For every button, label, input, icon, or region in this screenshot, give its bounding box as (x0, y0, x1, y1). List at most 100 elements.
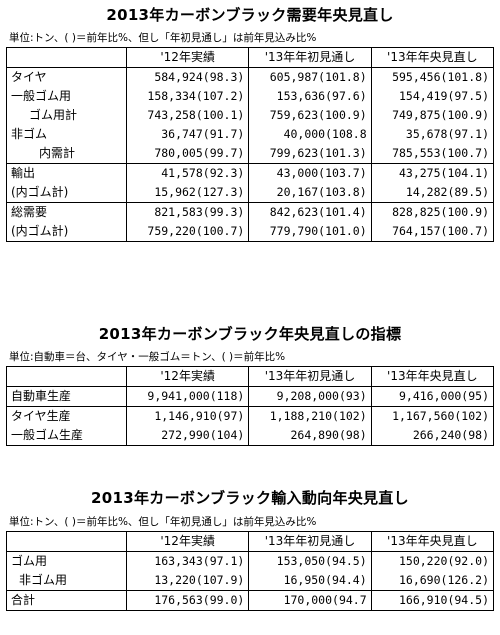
row-label: タイヤ (6, 67, 127, 87)
value-cell: 1,188,210(102) (248, 406, 372, 426)
section2-title: 2013年カーボンブラック年央見直しの指標 (98, 325, 402, 343)
table-row: 非ゴム用 13,220(107.9) 16,950(94.4) 16,690(126.… (6, 571, 495, 591)
value-cell: 9,208,000(93) (248, 386, 372, 407)
value-cell: 14,282(89.5) (370, 183, 495, 203)
header-cell (6, 531, 127, 552)
value-cell: 821,583(99.3) (125, 202, 250, 222)
value-cell: 176,563(99.0) (125, 590, 250, 611)
value-cell: 170,000(94.7 (248, 590, 372, 611)
value-cell: 35,678(97.1) (370, 125, 495, 144)
table-row: 自動車生産 9,941,000(118) 9,208,000(93) 9,416,00… (6, 386, 495, 407)
row-label: (内ゴム計) (6, 222, 127, 242)
value-cell: 154,419(97.5) (370, 87, 495, 106)
value-cell: 16,690(126.2) (370, 571, 495, 591)
row-label: 輸出 (6, 163, 127, 183)
value-cell: 43,275(104.1) (370, 163, 495, 183)
header-cell (6, 366, 127, 387)
value-cell: 153,636(97.6) (248, 87, 372, 106)
value-cell: 266,240(98) (370, 426, 495, 446)
value-cell: 9,941,000(118) (125, 386, 250, 407)
row-label: 自動車生産 (6, 386, 127, 407)
demand-table-body: タイヤ 584,924(98.3) 605,987(101.8) 595,456(10… (6, 67, 495, 242)
import-table: '12年実績 '13年年初見通し '13年年央見直し ゴム用 163,343(97… (6, 531, 495, 611)
value-cell: 264,890(98) (248, 426, 372, 446)
row-label: (内ゴム計) (6, 183, 127, 203)
value-cell: 41,578(92.3) (125, 163, 250, 183)
value-cell: 785,553(100.7) (370, 144, 495, 164)
value-cell: 764,157(100.7) (370, 222, 495, 242)
section1-title: 2013年カーボンブラック需要年央見直し (106, 6, 394, 24)
header-cell: '13年年央見直し (370, 531, 495, 552)
row-label: 内需計 (6, 144, 127, 164)
row-label: タイヤ生産 (6, 406, 127, 426)
table-row: タイヤ生産 1,146,910(97) 1,188,210(102) 1,167,56… (6, 406, 495, 426)
header-cell: '13年年央見直し (370, 47, 495, 68)
indicator-table: '12年実績 '13年年初見通し '13年年央見直し 自動車生産 9,941,00… (6, 366, 495, 446)
value-cell: 163,343(97.1) (125, 551, 250, 571)
value-cell: 584,924(98.3) (125, 67, 250, 87)
value-cell: 605,987(101.8) (248, 67, 372, 87)
table-row: 総需要 821,583(99.3) 842,623(101.4) 828,825(10… (6, 202, 495, 222)
header-cell: '12年実績 (125, 531, 250, 552)
demand-table: '12年実績 '13年年初見通し '13年年央見直し タイヤ 584,924(98… (6, 47, 495, 242)
value-cell: 799,623(101.3) (248, 144, 372, 164)
value-cell: 16,950(94.4) (248, 571, 372, 591)
row-label: ゴム用計 (6, 106, 127, 125)
value-cell: 828,825(100.9) (370, 202, 495, 222)
header-cell (6, 47, 127, 68)
row-label: 非ゴム用 (6, 571, 127, 591)
row-label: 非ゴム (6, 125, 127, 144)
header-row: '12年実績 '13年年初見通し '13年年央見直し (6, 47, 495, 68)
header-cell: '12年実績 (125, 47, 250, 68)
row-label: 一般ゴム用 (6, 87, 127, 106)
value-cell: 153,050(94.5) (248, 551, 372, 571)
header-row: '12年実績 '13年年初見通し '13年年央見直し (6, 531, 495, 552)
value-cell: 1,146,910(97) (125, 406, 250, 426)
value-cell: 780,005(99.7) (125, 144, 250, 164)
value-cell: 150,220(92.0) (370, 551, 495, 571)
value-cell: 749,875(100.9) (370, 106, 495, 125)
row-label: 総需要 (6, 202, 127, 222)
value-cell: 36,747(91.7) (125, 125, 250, 144)
value-cell: 595,456(101.8) (370, 67, 495, 87)
row-label: 合計 (6, 590, 127, 611)
section3-title: 2013年カーボンブラック輸入動向年央見直し (91, 489, 409, 507)
value-cell: 842,623(101.4) (248, 202, 372, 222)
import-table-body: ゴム用 163,343(97.1) 153,050(94.5) 150,220(92.… (6, 551, 495, 611)
table-row: 内需計 780,005(99.7) 799,623(101.3) 785,553(10… (6, 144, 495, 164)
table-row: 輸出 41,578(92.3) 43,000(103.7) 43,275(104.1) (6, 163, 495, 183)
table-row: (内ゴム計) 15,962(127.3) 20,167(103.8) 14,282(8… (6, 183, 495, 203)
table-row: 一般ゴム用 158,334(107.2) 153,636(97.6) 154,419(… (6, 87, 495, 106)
table-row: ゴム用 163,343(97.1) 153,050(94.5) 150,220(92.… (6, 551, 495, 571)
value-cell: 15,962(127.3) (125, 183, 250, 203)
header-cell: '13年年初見通し (248, 531, 372, 552)
header-cell: '13年年初見通し (248, 366, 372, 387)
value-cell: 759,220(100.7) (125, 222, 250, 242)
row-label: 一般ゴム生産 (6, 426, 127, 446)
section3-unit-note: 単位:トン、( )＝前年比%、但し「年初見通し」は前年見込み比% (9, 516, 317, 528)
value-cell: 13,220(107.9) (125, 571, 250, 591)
section2-unit-note: 単位:自動車＝台、タイヤ・一般ゴム＝トン、( )＝前年比% (9, 351, 286, 363)
value-cell: 40,000(108.8 (248, 125, 372, 144)
table-row: 一般ゴム生産 272,990(104) 264,890(98) 266,240(98) (6, 426, 495, 446)
value-cell: 759,623(100.9) (248, 106, 372, 125)
header-cell: '12年実績 (125, 366, 250, 387)
header-cell: '13年年初見通し (248, 47, 372, 68)
header-row: '12年実績 '13年年初見通し '13年年央見直し (6, 366, 495, 387)
value-cell: 9,416,000(95) (370, 386, 495, 407)
value-cell: 1,167,560(102) (370, 406, 495, 426)
value-cell: 43,000(103.7) (248, 163, 372, 183)
section1-unit-note: 単位:トン、( )＝前年比%、但し「年初見通し」は前年見込み比% (9, 32, 317, 44)
table-row: 非ゴム 36,747(91.7) 40,000(108.8 35,678(97.1) (6, 125, 495, 144)
row-label: ゴム用 (6, 551, 127, 571)
header-cell: '13年年央見直し (370, 366, 495, 387)
value-cell: 166,910(94.5) (370, 590, 495, 611)
table-row: ゴム用計 743,258(100.1) 759,623(100.9) 749,875(… (6, 106, 495, 125)
value-cell: 779,790(101.0) (248, 222, 372, 242)
value-cell: 272,990(104) (125, 426, 250, 446)
table-row: (内ゴム計) 759,220(100.7) 779,790(101.0) 764,15… (6, 222, 495, 242)
indicator-table-body: 自動車生産 9,941,000(118) 9,208,000(93) 9,416,00… (6, 386, 495, 446)
value-cell: 20,167(103.8) (248, 183, 372, 203)
table-row: タイヤ 584,924(98.3) 605,987(101.8) 595,456(10… (6, 67, 495, 87)
table-row: 合計 176,563(99.0) 170,000(94.7 166,910(94.5) (6, 590, 495, 611)
